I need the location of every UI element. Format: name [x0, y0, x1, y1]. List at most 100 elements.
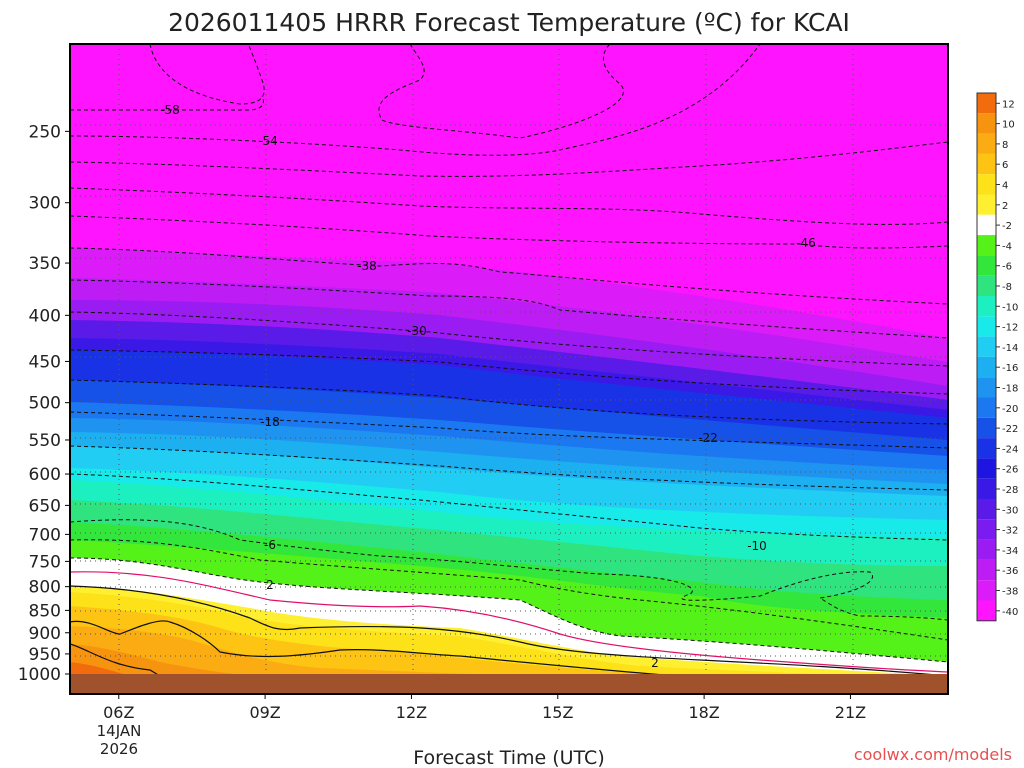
colorbar-swatch: [977, 499, 996, 520]
colorbar-label: 8: [1002, 140, 1008, 151]
colorbar-label: -20: [1002, 404, 1018, 415]
x-tick-label: 06Z: [103, 703, 134, 722]
y-tick-label: 950: [29, 645, 61, 665]
colorbar-label: -2: [1002, 221, 1012, 232]
y-tick-label: 750: [29, 552, 61, 572]
colorbar-label: -26: [1002, 465, 1018, 476]
colorbar-label: 6: [1002, 160, 1008, 171]
y-tick-label: 500: [29, 394, 61, 414]
colorbar-swatch: [977, 438, 996, 459]
y-tick-label: 450: [29, 352, 61, 372]
colorbar-swatch: [977, 539, 996, 560]
colorbar-label: -18: [1002, 384, 1018, 395]
x-tick-label: 09Z: [249, 703, 280, 722]
colorbar-label: -12: [1002, 323, 1018, 334]
contour-label: -38: [357, 259, 377, 273]
colorbar-label: -32: [1002, 526, 1018, 537]
date-label-day: 14JAN: [97, 722, 142, 740]
colorbar-label: 2: [1002, 201, 1008, 212]
colorbar-label: -14: [1002, 343, 1018, 354]
y-tick-label: 300: [29, 194, 61, 214]
colorbar-swatch: [977, 255, 996, 276]
x-tick-label: 15Z: [542, 703, 573, 722]
y-tick-label: 250: [29, 122, 61, 142]
contour-label: -6: [264, 538, 276, 552]
contour-label: 2: [266, 578, 274, 592]
colorbar-swatch: [977, 478, 996, 499]
contour-label: -54: [258, 134, 278, 148]
y-tick-label: 600: [29, 465, 61, 485]
colorbar-swatch: [977, 153, 996, 175]
colorbar: 12 10 8 6 4 2 -2 -4 -6 -8 -10 -12 -14 -16 -18 -20 -22 -24…: [976, 92, 1018, 622]
x-tick-label: 21Z: [835, 703, 866, 722]
contour-labels: -58 -54 -46 -38 -30 -22 -18 -10 -6 2 2: [160, 103, 816, 670]
y-tick-label: 1000: [18, 665, 61, 685]
colorbar-swatch: [977, 417, 996, 439]
contour-label: -10: [747, 539, 767, 553]
colorbar-label: -38: [1002, 587, 1018, 598]
plot-frame: [69, 43, 949, 695]
colorbar-label: -6: [1002, 262, 1012, 273]
colorbar-swatch: [977, 194, 996, 215]
colorbar-label: -40: [1002, 607, 1018, 618]
colorbar-label: 12: [1002, 99, 1015, 110]
credit-text: coolwx.com/models: [854, 745, 1012, 764]
colorbar-label: -30: [1002, 505, 1018, 516]
colorbar-swatch: [977, 377, 996, 398]
y-tick-label: 900: [29, 624, 61, 644]
isotherm-contours: [70, 44, 948, 663]
colorbar-label: -8: [1002, 282, 1012, 293]
colorbar-label: -10: [1002, 302, 1018, 313]
y-tick-label: 850: [29, 601, 61, 621]
grid-lines: [70, 44, 948, 694]
y-axis: 250 300 350 400 450 500 550 600 650 700 750 800 850 9…: [18, 122, 70, 685]
contour-label: -46: [796, 236, 816, 250]
colorbar-swatch: [977, 316, 996, 337]
colorbar-swatch: [977, 397, 996, 418]
colorbar-swatch: [977, 275, 996, 296]
y-tick-label: 400: [29, 306, 61, 326]
colorbar-swatch: [977, 113, 996, 134]
colorbar-swatch: [977, 580, 996, 601]
colorbar-swatch: [977, 174, 996, 195]
y-tick-label: 350: [29, 254, 61, 274]
colorbar-swatch: [977, 519, 996, 540]
colorbar-label: -36: [1002, 566, 1018, 577]
ground-strip: [70, 674, 948, 694]
y-tick-label: 800: [29, 578, 61, 598]
colorbar-swatch: [977, 214, 996, 236]
x-tick-label: 12Z: [396, 703, 427, 722]
x-tick-label: 18Z: [688, 703, 719, 722]
colorbar-label: -28: [1002, 485, 1018, 496]
colorbar-label: -4: [1002, 241, 1012, 252]
colorbar-swatch: [977, 600, 996, 621]
colorbar-swatch: [977, 133, 996, 154]
colorbar-label: 10: [1002, 120, 1015, 131]
contour-label: -30: [407, 324, 427, 338]
y-tick-label: 650: [29, 496, 61, 516]
x-axis: 06Z 09Z 12Z 15Z 18Z 21Z: [103, 694, 866, 722]
colorbar-swatch: [977, 296, 996, 317]
colorbar-border: [976, 92, 997, 622]
contour-label: -18: [260, 415, 280, 429]
contour-label: 2: [651, 656, 659, 670]
temperature-bands: [70, 44, 948, 694]
colorbar-swatch: [977, 235, 996, 256]
y-tick-label: 550: [29, 431, 61, 451]
colorbar-label: -22: [1002, 424, 1018, 435]
contour-label: -58: [160, 103, 180, 117]
colorbar-label: -34: [1002, 546, 1018, 557]
y-tick-label: 700: [29, 525, 61, 545]
colorbar-swatch: [977, 458, 996, 479]
colorbar-label: -24: [1002, 444, 1018, 455]
colorbar-swatch: [977, 93, 996, 114]
colorbar-label: 4: [1002, 181, 1008, 192]
chart-title: 2026011405 HRRR Forecast Temperature (ºC…: [168, 8, 850, 37]
colorbar-swatch: [977, 559, 996, 581]
date-label-year: 2026: [100, 740, 138, 758]
contour-label: -22: [698, 431, 718, 445]
colorbar-swatch: [977, 356, 996, 378]
colorbar-label: -16: [1002, 363, 1018, 374]
x-axis-label: Forecast Time (UTC): [413, 747, 604, 768]
